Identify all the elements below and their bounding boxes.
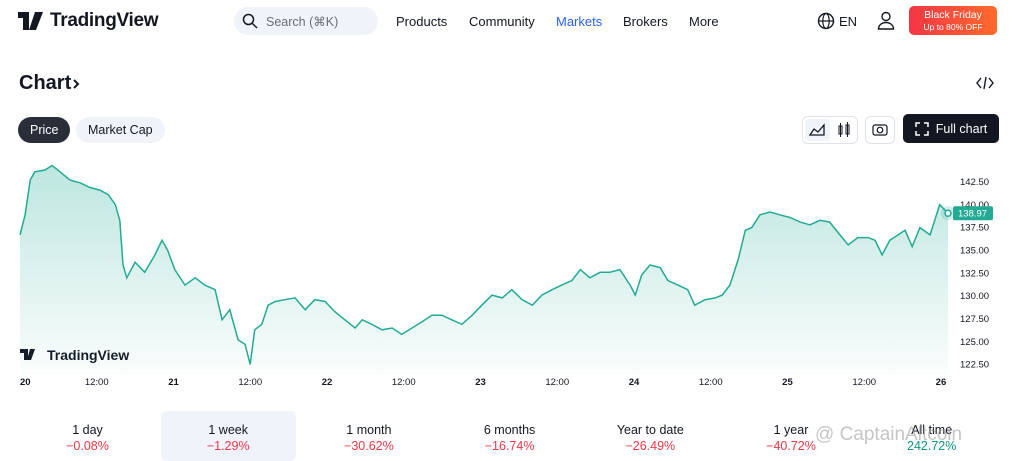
period-change: −1.29% bbox=[206, 439, 250, 453]
period-label: 1 day bbox=[72, 423, 103, 437]
logo-text: TradingView bbox=[50, 10, 159, 31]
x-tick-label: 12:00 bbox=[545, 377, 569, 388]
fullscreen-icon bbox=[915, 121, 929, 136]
nav-item[interactable]: Brokers bbox=[623, 14, 668, 29]
area-style-button[interactable] bbox=[805, 119, 830, 141]
last-point bbox=[944, 209, 952, 217]
x-tick-label: 12:00 bbox=[392, 377, 416, 388]
tab[interactable]: Price bbox=[18, 117, 71, 143]
full-chart-button[interactable]: Full chart bbox=[903, 114, 999, 143]
period-tab[interactable]: 6 months −16.74% bbox=[442, 411, 577, 461]
period-change: −40.72% bbox=[766, 439, 816, 453]
period-tab[interactable]: 1 year −40.72% bbox=[724, 411, 859, 461]
y-tick-label: 140.00 bbox=[960, 200, 989, 211]
period-label: 6 months bbox=[483, 423, 536, 437]
search-icon bbox=[242, 13, 258, 29]
period-label: All time bbox=[911, 423, 953, 437]
nav-item[interactable]: Community bbox=[469, 14, 535, 29]
y-tick-label: 125.00 bbox=[960, 337, 989, 348]
promo-title: Black Friday bbox=[924, 9, 982, 21]
x-tick-label: 12:00 bbox=[852, 377, 876, 388]
embed-icon[interactable] bbox=[976, 76, 994, 90]
x-tick-label: 21 bbox=[168, 377, 179, 388]
y-tick-label: 122.50 bbox=[960, 360, 989, 371]
y-tick-label: 132.50 bbox=[960, 268, 989, 279]
x-tick-label: 20 bbox=[20, 377, 31, 388]
candle-style-button[interactable] bbox=[832, 119, 857, 141]
x-tick-label: 22 bbox=[322, 377, 333, 388]
section-title[interactable]: Chart bbox=[19, 72, 81, 95]
logo[interactable]: TradingView bbox=[18, 10, 159, 32]
promo-subtitle: Up to 80% OFF bbox=[923, 22, 983, 32]
chart: TradingView122.50125.00127.50130.00132.5… bbox=[19, 164, 993, 388]
y-tick-label: 135.00 bbox=[960, 245, 989, 256]
search-placeholder: Search (⌘K) bbox=[266, 14, 339, 29]
y-tick-label: 137.50 bbox=[960, 223, 989, 234]
y-tick-label: 127.50 bbox=[960, 314, 989, 325]
x-tick-label: 26 bbox=[936, 377, 947, 388]
period-change: −30.62% bbox=[344, 439, 394, 453]
price-line bbox=[19, 164, 949, 365]
period-tab[interactable]: 1 week −1.29% bbox=[160, 411, 296, 461]
x-tick-label: 12:00 bbox=[85, 377, 109, 388]
logo-icon bbox=[18, 12, 43, 30]
period-tab[interactable]: 1 month −30.62% bbox=[301, 411, 436, 461]
section-title-text: Chart bbox=[19, 72, 72, 94]
chart-style-group bbox=[802, 116, 858, 144]
period-change: −0.08% bbox=[66, 439, 109, 453]
snapshot-button[interactable] bbox=[865, 116, 895, 144]
search-box[interactable]: Search (⌘K) bbox=[234, 7, 378, 35]
language[interactable]: EN bbox=[839, 14, 858, 29]
period-change: 242.72% bbox=[907, 439, 957, 453]
period-label: 1 year bbox=[773, 423, 809, 437]
promo-button[interactable]: Black Friday Up to 80% OFF bbox=[909, 6, 997, 35]
chevron bbox=[73, 78, 80, 89]
user-icon[interactable] bbox=[877, 11, 895, 30]
area bbox=[20, 165, 948, 375]
period-change: −26.49% bbox=[625, 439, 676, 453]
area-style-icon bbox=[808, 123, 825, 136]
period-label: Year to date bbox=[616, 423, 684, 437]
price-tag-label: 138.97 bbox=[958, 209, 987, 220]
y-tick-label: 130.00 bbox=[960, 291, 989, 302]
y-tick-label: 142.50 bbox=[960, 177, 989, 188]
period-change: −16.74% bbox=[484, 439, 535, 453]
globe-icon[interactable] bbox=[817, 12, 835, 30]
x-tick-label: 12:00 bbox=[699, 377, 723, 388]
full-chart-label: Full chart bbox=[935, 121, 988, 136]
overlay-watermark: @ CaptainAltcoin bbox=[815, 424, 963, 445]
period-tab[interactable]: All time 242.72% bbox=[864, 411, 999, 461]
period-tab[interactable]: Year to date −26.49% bbox=[583, 411, 718, 461]
period-label: 1 month bbox=[346, 423, 392, 437]
camera-icon bbox=[872, 124, 888, 136]
price-tag bbox=[953, 206, 993, 221]
x-tick-label: 25 bbox=[782, 377, 793, 388]
period-tab[interactable]: 1 day −0.08% bbox=[20, 411, 155, 461]
period-label: 1 week bbox=[208, 423, 248, 437]
x-tick-label: 24 bbox=[629, 377, 640, 388]
nav-item[interactable]: Products bbox=[396, 14, 448, 29]
x-tick-label: 12:00 bbox=[238, 377, 262, 388]
nav-item[interactable]: Markets bbox=[556, 14, 603, 29]
tab[interactable]: Market Cap bbox=[76, 117, 165, 143]
nav-item[interactable]: More bbox=[689, 14, 719, 29]
x-tick-label: 23 bbox=[475, 377, 486, 388]
